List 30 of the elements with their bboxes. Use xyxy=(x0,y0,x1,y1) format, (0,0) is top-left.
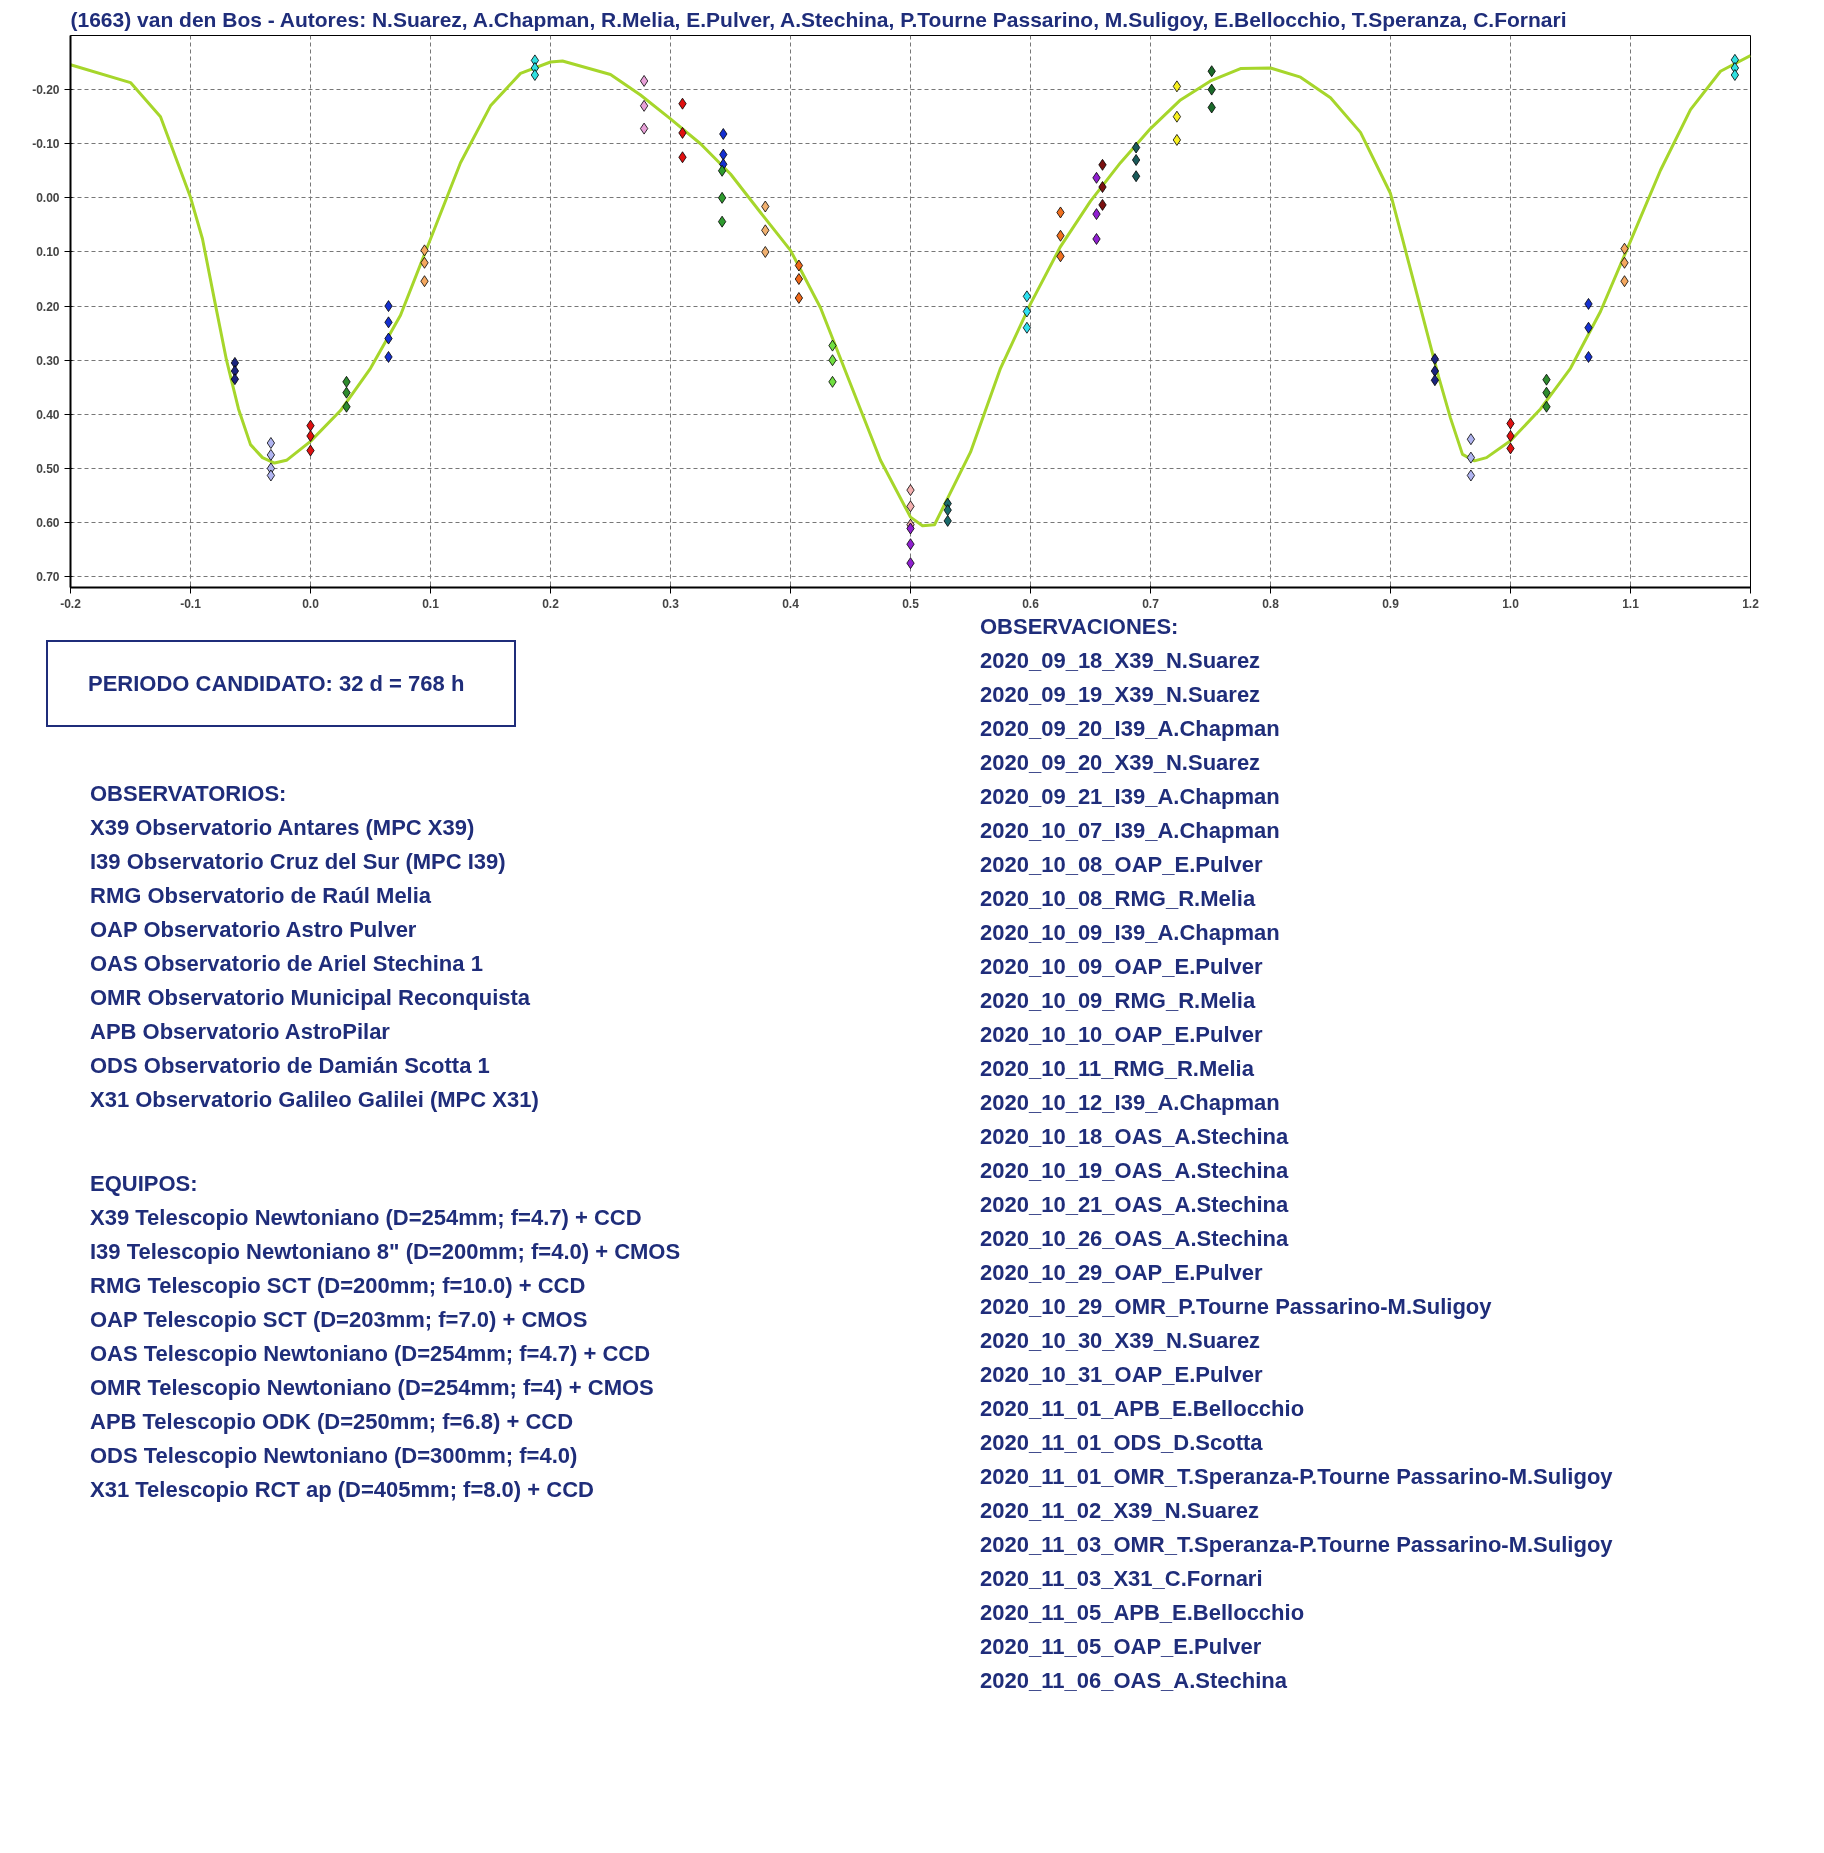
y-tick-label: 0.20 xyxy=(36,299,60,314)
x-tick-label: 0.2 xyxy=(542,596,560,611)
x-tick-label: -0.2 xyxy=(60,596,82,611)
text: PERIODO CANDIDATO: 32 d = 768 h xyxy=(88,670,465,698)
x-tick-label: 1.1 xyxy=(1622,596,1640,611)
x-tick-label: 0.3 xyxy=(662,596,680,611)
x-tick-label: 0.8 xyxy=(1262,596,1280,611)
x-tick-label: 0.9 xyxy=(1382,596,1400,611)
y-tick-label: 0.10 xyxy=(36,245,60,260)
x-tick-label: 0.7 xyxy=(1142,596,1160,611)
y-tick-label: 0.00 xyxy=(36,191,60,206)
x-tick-label: 0.0 xyxy=(302,596,320,611)
y-tick-label: 0.50 xyxy=(36,461,60,476)
x-tick-label: 1.2 xyxy=(1742,596,1760,611)
y-tick-label: 0.70 xyxy=(36,570,60,585)
text: OBSERVATORIOS: X39 Observatorio Antares (MPC X39) I39 Observatorio Cruz del Sur (MPC I39) RMG Observatorio de Raúl Melia OAP Observatorio Astro Pulver OAS Observatorio de Ariel Stechina 1 OMR Observatorio Municipal Reconquista APB Observatorio AstroPilar ODS Observatorio de Damián Scotta 1 X31 Observatorio Galileo Galilei (MPC X31) xyxy=(90,781,539,1113)
text: OBSERVACIONES: 2020_09_18_X39_N.Suarez 2020_09_19_X39_N.Suarez 2020_09_20_I39_A.Chapman 2020_09_20_X39_N.Suarez 2020_09_21_I39_A.Chapman 2020_10_07_I39_A.Chapman 2020_10_08_OAP_E.Pulver 2020_10_08_RMG_R.Melia 2020_10_09_I39_A.Chapman 2020_10_09_OAP_E.Pulver 2020_10_09_RMG_R.Melia 2020_10_10_OAP_E.Pulver 2020_10_11_RMG_R.Melia 2020_10_12_I39_A.Chapman 2020_10_18_OAS_A.Stechina 2020_10_19_OAS_A.Stechina 2020_10_21_OAS_A.Stechina 2020_10_26_OAS_A.Stechina 2020_10_29_OAP_E.Pulver 2020_10_29_OMR_P.Tourne Passarino-M.Suligoy 2020_10_30_X39_N.Suarez 2020_10_31_OAP_E.Pulver 2020_11_01_APB_E.Bellocchio 2020_11_01_ODS_D.Scotta 2020_11_01_OMR_T.Speranza-P.Tourne Passarino-M.Suligoy 2020_11_02_X39_N.Suarez 2020_11_03_OMR_T.Speranza-P.Tourne Passarino-M.Suligoy 2020_11_03_X31_C.Fornari 2020_11_05_APB_E.Bellocchio 2020_11_05_OAP_E.Pulver 2020_11_06_OAS_A.Stechina xyxy=(980,614,1613,1693)
y-tick-label: -0.10 xyxy=(32,137,60,152)
x-tick-label: 0.6 xyxy=(1022,596,1040,611)
x-tick-label: 0.5 xyxy=(902,596,920,611)
y-tick-label: 0.40 xyxy=(36,407,60,422)
chart-title: (1663) van den Bos - Autores: N.Suarez, A.Chapman, R.Melia, E.Pulver, A.Stechina, P.Tourne Passarino, M.Suligoy, E.Bellocchio, T.Speranza, C.Fornari xyxy=(70,7,1567,31)
x-tick-label: 0.4 xyxy=(782,596,800,611)
y-tick-label: 0.30 xyxy=(36,353,60,368)
x-tick-label: 0.1 xyxy=(422,596,440,611)
text: EQUIPOS: X39 Telescopio Newtoniano (D=254mm; f=4.7) + CCD I39 Telescopio Newtoniano 8" (D=200mm; f=4.0) + CMOS RMG Telescopio SCT (D=200mm; f=10.0) + CCD OAP Telescopio SCT (D=203mm; f=7.0) + CMOS OAS Telescopio Newtoniano (D=254mm; f=4.7) + CCD OMR Telescopio Newtoniano (D=254mm; f=4) + CMOS APB Telescopio ODK (D=250mm; f=6.8) + CCD ODS Telescopio Newtoniano (D=300mm; f=4.0) X31 Telescopio RCT ap (D=405mm; f=8.0) + CCD xyxy=(90,1171,681,1503)
y-tick-label: -0.20 xyxy=(32,83,60,98)
y-tick-label: 0.60 xyxy=(36,516,60,531)
x-tick-label: -0.1 xyxy=(180,596,202,611)
x-tick-label: 1.0 xyxy=(1502,596,1520,611)
